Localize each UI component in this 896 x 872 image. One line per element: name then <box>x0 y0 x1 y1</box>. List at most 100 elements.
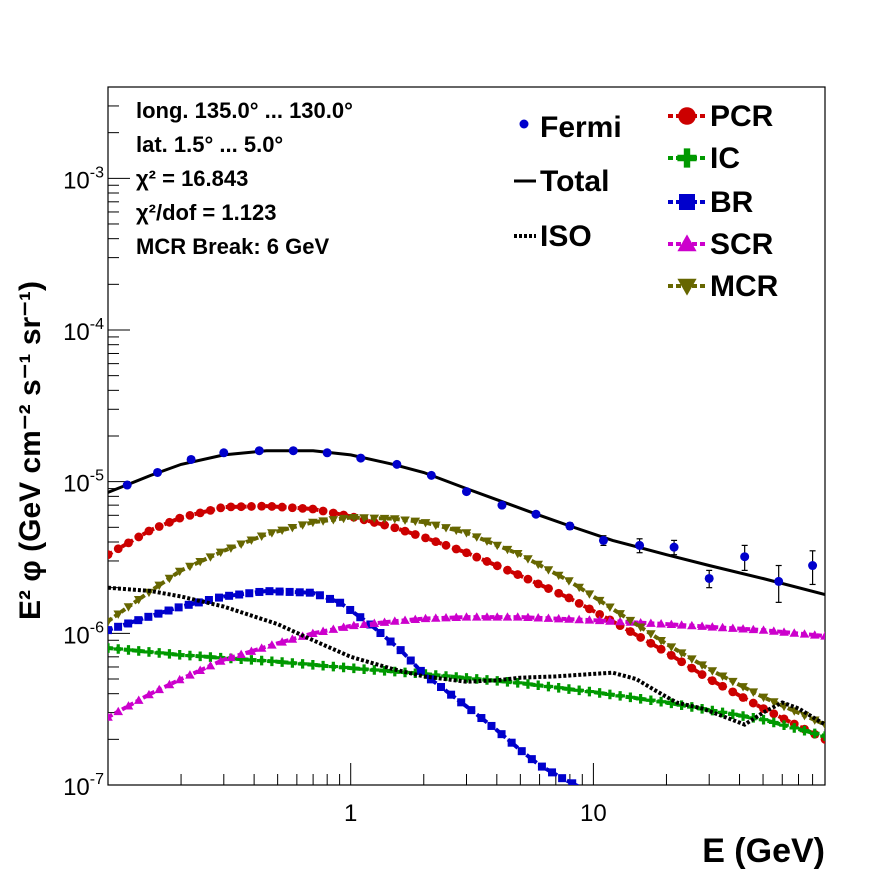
series-br-marker <box>315 591 324 600</box>
series-br-marker <box>114 622 123 631</box>
series-mcr-marker <box>615 610 625 619</box>
series-scr-marker <box>533 613 543 622</box>
fermi-point <box>635 540 645 550</box>
series-mcr-marker <box>277 526 287 536</box>
series-ic-marker <box>318 660 328 671</box>
series-br-marker <box>204 596 213 605</box>
series-br-marker <box>487 721 496 730</box>
series-pcr-marker <box>636 633 646 642</box>
series-layer <box>108 449 825 785</box>
series-scr-marker <box>108 712 113 721</box>
series-ic-marker <box>379 665 390 676</box>
fermi-point <box>219 448 229 458</box>
series-ic-marker <box>349 663 359 674</box>
series-br-marker <box>134 616 143 625</box>
fermi-point <box>497 500 507 510</box>
series-mcr-marker <box>205 553 216 562</box>
series-pcr-marker <box>513 570 523 579</box>
series-scr-marker <box>564 614 574 623</box>
series-pcr-marker <box>482 557 492 566</box>
series-scr-marker <box>287 634 298 643</box>
series-scr-marker <box>256 643 267 652</box>
legend-label: Total <box>540 165 609 198</box>
series-scr-marker <box>717 622 728 632</box>
series-scr-marker <box>338 622 349 631</box>
series-scr-marker <box>430 613 441 622</box>
fermi-point <box>153 467 163 477</box>
series-pcr-marker <box>195 508 205 518</box>
series-ic-marker <box>482 675 492 685</box>
series-pcr-marker <box>523 574 533 584</box>
info-line: long. 135.0° ... 130.0° <box>136 98 353 123</box>
series-mcr-marker <box>553 571 564 581</box>
series-scr-marker <box>738 624 748 633</box>
series-scr-marker <box>697 621 707 630</box>
legend-label: ISO <box>540 220 592 253</box>
series-ic-marker <box>533 680 543 691</box>
series-scr-marker <box>482 612 492 621</box>
series-scr-marker <box>379 617 390 626</box>
series-pcr-marker <box>646 638 656 648</box>
series-scr-marker <box>277 637 287 646</box>
legend-swatch-marker <box>678 107 696 125</box>
series-scr-marker <box>523 612 533 621</box>
series-scr-marker <box>615 616 625 626</box>
series-scr-marker <box>359 619 369 629</box>
series-scr-marker <box>400 615 410 624</box>
series-scr-marker <box>656 619 666 628</box>
series-br-marker <box>255 587 264 596</box>
series-pcr-marker <box>390 523 400 533</box>
series-mcr-marker <box>676 649 687 658</box>
series-ic-marker <box>789 723 800 733</box>
series-mcr-marker <box>215 548 226 558</box>
series-pcr-marker <box>738 693 748 702</box>
series-br-marker <box>457 698 466 707</box>
y-tick-label: 10-7 <box>63 771 104 801</box>
series-pcr-marker <box>308 504 318 514</box>
series-ic-marker <box>758 714 769 725</box>
series-ic-marker <box>338 662 349 673</box>
series-ic-marker <box>594 688 605 698</box>
series-mcr-marker <box>625 616 636 626</box>
series-ic-marker <box>799 725 810 736</box>
series-br-marker <box>416 666 425 675</box>
series-scr-marker <box>676 620 687 629</box>
series-scr-marker <box>471 612 482 621</box>
series-mcr-marker <box>482 537 492 546</box>
series-pcr-marker <box>287 503 297 513</box>
series-br-marker <box>356 613 365 622</box>
series-mcr <box>108 514 825 730</box>
series-scr-marker <box>799 629 810 638</box>
series-scr-marker <box>185 670 195 679</box>
series-ic-marker <box>492 676 503 686</box>
series-mcr-marker <box>267 529 277 538</box>
y-tick-label: 10-6 <box>63 619 104 649</box>
series-mcr-marker <box>390 515 400 524</box>
fermi-point <box>426 470 436 480</box>
fermi-point <box>288 446 298 456</box>
y-axis-label: E² φ (GeV cm⁻² s⁻¹ sr⁻¹) <box>14 281 47 620</box>
series-mcr-marker <box>768 698 779 707</box>
series-pcr-marker <box>533 579 543 589</box>
series-br-marker <box>477 714 486 723</box>
series-pcr-marker <box>226 502 236 512</box>
series-ic-marker <box>133 646 144 656</box>
series-mcr-marker <box>133 595 144 605</box>
series-br-marker <box>265 587 274 596</box>
series-scr-line <box>108 615 825 719</box>
series-br-marker <box>164 606 173 615</box>
legend-label: MCR <box>710 270 779 303</box>
series-pcr-marker <box>748 698 758 708</box>
series-pcr-marker <box>656 644 666 654</box>
fermi-point <box>462 487 471 497</box>
series-mcr-marker <box>246 536 257 545</box>
series-ic-marker <box>164 649 175 659</box>
legend-swatch <box>519 119 529 129</box>
series-pcr-marker <box>697 670 707 679</box>
series-mcr-marker <box>687 655 697 664</box>
series-total <box>108 449 825 597</box>
series-mcr-marker <box>707 667 718 676</box>
series-scr-marker <box>584 615 595 624</box>
series-ic-marker <box>451 672 462 682</box>
series-ic-marker <box>195 651 205 662</box>
